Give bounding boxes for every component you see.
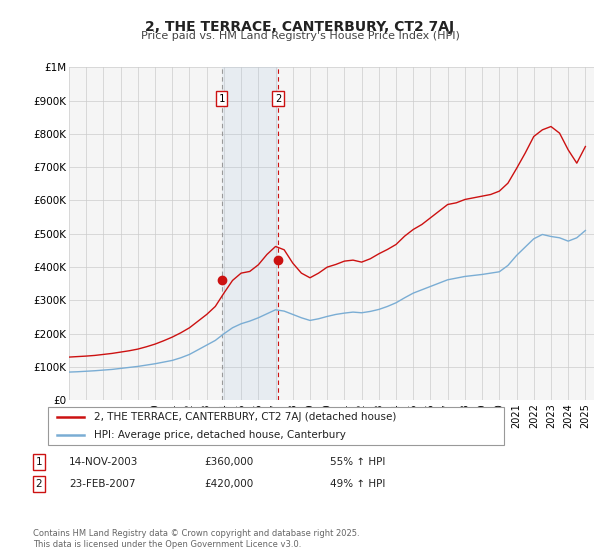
Text: HPI: Average price, detached house, Canterbury: HPI: Average price, detached house, Cant… bbox=[94, 430, 346, 440]
Text: 55% ↑ HPI: 55% ↑ HPI bbox=[330, 457, 385, 467]
Text: 1: 1 bbox=[218, 94, 225, 104]
Text: £420,000: £420,000 bbox=[204, 479, 253, 489]
Text: 1: 1 bbox=[35, 457, 43, 467]
Text: 2: 2 bbox=[35, 479, 43, 489]
Text: Price paid vs. HM Land Registry's House Price Index (HPI): Price paid vs. HM Land Registry's House … bbox=[140, 31, 460, 41]
Text: 2: 2 bbox=[275, 94, 281, 104]
Text: Contains HM Land Registry data © Crown copyright and database right 2025.
This d: Contains HM Land Registry data © Crown c… bbox=[33, 529, 359, 549]
Bar bbox=[221, 67, 278, 400]
Text: 23-FEB-2007: 23-FEB-2007 bbox=[69, 479, 136, 489]
Text: 2, THE TERRACE, CANTERBURY, CT2 7AJ: 2, THE TERRACE, CANTERBURY, CT2 7AJ bbox=[145, 20, 455, 34]
Text: £360,000: £360,000 bbox=[204, 457, 253, 467]
Text: 49% ↑ HPI: 49% ↑ HPI bbox=[330, 479, 385, 489]
Text: 14-NOV-2003: 14-NOV-2003 bbox=[69, 457, 139, 467]
Text: 2, THE TERRACE, CANTERBURY, CT2 7AJ (detached house): 2, THE TERRACE, CANTERBURY, CT2 7AJ (det… bbox=[94, 412, 396, 422]
FancyBboxPatch shape bbox=[48, 407, 504, 445]
